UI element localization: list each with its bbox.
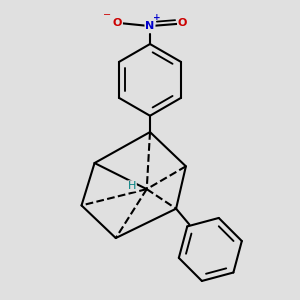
Text: O: O — [178, 19, 187, 28]
Text: H: H — [128, 181, 136, 191]
Text: N: N — [146, 21, 154, 31]
Text: −: − — [103, 10, 111, 20]
Text: +: + — [153, 14, 161, 22]
Text: O: O — [113, 18, 122, 28]
